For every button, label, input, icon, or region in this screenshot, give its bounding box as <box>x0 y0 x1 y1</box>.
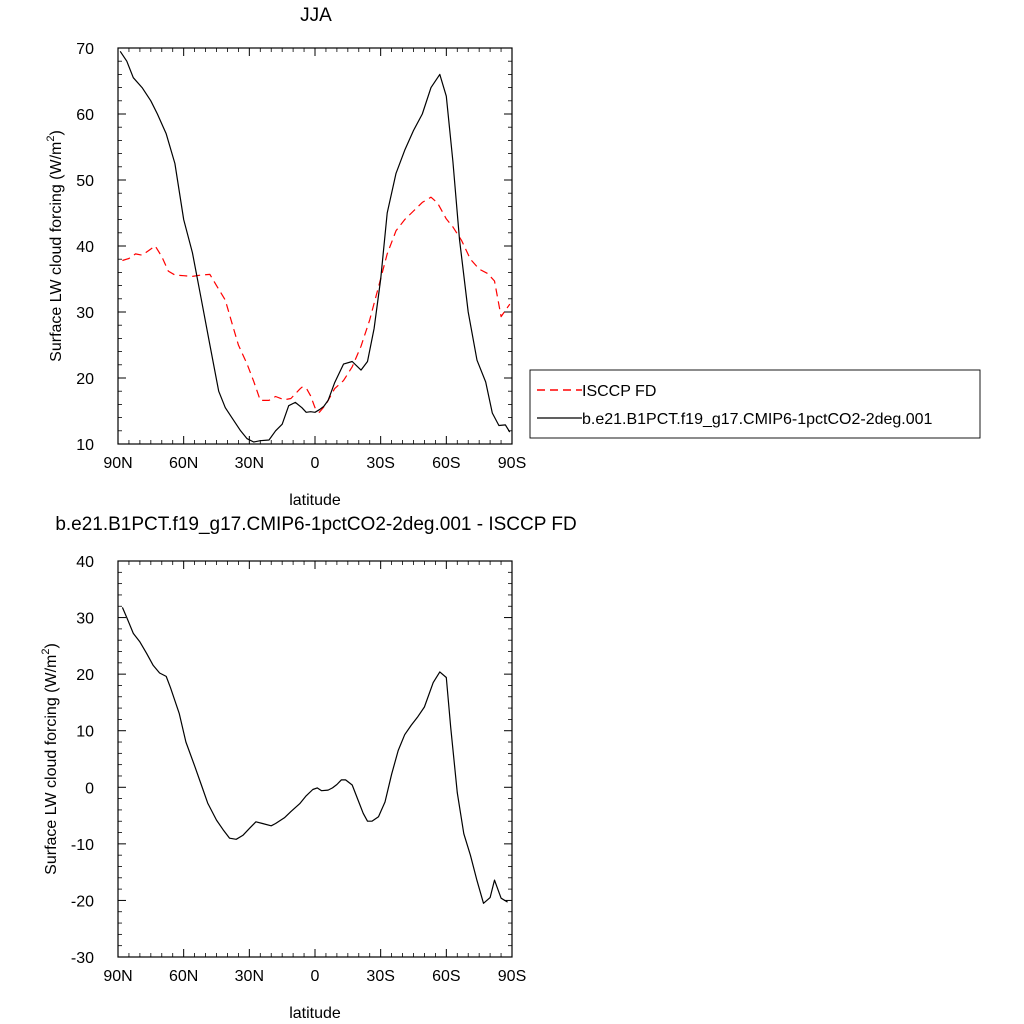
bottom-x-tick-label: 90N <box>103 968 132 985</box>
bottom-x-tick-label: 90S <box>498 968 526 985</box>
top-y-tick-label: 70 <box>76 41 94 58</box>
bottom-x-tick-label: 60S <box>432 968 460 985</box>
legend-label-model: b.e21.B1PCT.f19_g17.CMIP6-1pctCO2-2deg.0… <box>582 411 933 428</box>
top-tick-labels: 90N 60N 30N 0 30S 60S 90S 10 20 30 40 50 60 70 <box>76 41 526 472</box>
legend-label-isccp: ISCCP FD <box>582 383 656 400</box>
bottom-x-tick-label: 30S <box>366 968 394 985</box>
bottom-y-axis-title-end: ) <box>43 643 60 648</box>
top-x-axis-title: latitude <box>289 492 341 509</box>
top-y-tick-label: 40 <box>76 239 94 256</box>
bottom-x-tick-label: 60N <box>169 968 198 985</box>
top-series-line-isccp <box>122 196 511 413</box>
top-y-tick-label: 50 <box>76 173 94 190</box>
bottom-series-group <box>121 607 508 904</box>
bottom-y-axis-title: Surface LW cloud forcing (W/m2) <box>40 643 60 875</box>
bottom-x-tick-label: 30N <box>235 968 264 985</box>
top-y-tick-label: 10 <box>76 437 94 454</box>
top-x-tick-label: 30S <box>366 455 394 472</box>
bottom-y-tick-label: 20 <box>76 667 94 684</box>
top-y-tick-label: 30 <box>76 305 94 322</box>
bottom-y-tick-label: 10 <box>76 724 94 741</box>
legend-box <box>529 369 981 439</box>
top-y-tick-label: 20 <box>76 371 94 388</box>
bottom-y-tick-label: 30 <box>76 611 94 628</box>
bottom-x-axis-title: latitude <box>289 1005 341 1022</box>
top-x-tick-label: 90N <box>103 455 132 472</box>
legend: ISCCP FD b.e21.B1PCT.f19_g17.CMIP6-1pctC… <box>529 369 981 439</box>
top-series-group <box>119 50 511 443</box>
bottom-panel: b.e21.B1PCT.f19_g17.CMIP6-1pctCO2-2deg.0… <box>40 514 577 1022</box>
bottom-y-axis-title-sup: 2 <box>40 648 52 654</box>
top-panel: JJA 90N 60N 30N 0 30S 60S 90S 10 20 30 40 50 60 70 la… <box>45 5 981 509</box>
bottom-y-axis-title-main: Surface LW cloud forcing (W/m <box>43 655 60 875</box>
top-y-tick-label: 60 <box>76 107 94 124</box>
top-y-axis-title: Surface LW cloud forcing (W/m2) <box>45 130 65 362</box>
top-plot-frame <box>117 47 513 445</box>
bottom-y-tick-label: -20 <box>71 893 94 910</box>
bottom-x-tick-label: 0 <box>311 968 320 985</box>
bottom-y-tick-label: -10 <box>71 837 94 854</box>
top-x-tick-label: 60S <box>432 455 460 472</box>
top-y-axis-title-main: Surface LW cloud forcing (W/m <box>48 142 65 362</box>
top-y-axis-title-sup: 2 <box>45 135 57 141</box>
top-y-axis-title-end: ) <box>48 130 65 135</box>
bottom-chart-title: b.e21.B1PCT.f19_g17.CMIP6-1pctCO2-2deg.0… <box>55 514 576 535</box>
top-axis-ticks <box>117 47 513 445</box>
top-chart-title: JJA <box>300 5 332 26</box>
top-x-tick-label: 60N <box>169 455 198 472</box>
top-series-line-model <box>119 50 511 443</box>
bottom-plot-frame <box>117 560 513 958</box>
bottom-y-tick-label: 40 <box>76 554 94 571</box>
bottom-series-line-difference <box>121 607 508 904</box>
top-x-tick-label: 30N <box>235 455 264 472</box>
bottom-axis-ticks <box>117 560 513 958</box>
top-x-tick-label: 0 <box>311 455 320 472</box>
top-x-tick-label: 90S <box>498 455 526 472</box>
bottom-tick-labels: 90N 60N 30N 0 30S 60S 90S -30 -20 -10 0 10 20 30 40 <box>71 554 526 985</box>
bottom-y-tick-label: -30 <box>71 950 94 967</box>
bottom-y-tick-label: 0 <box>85 780 94 797</box>
